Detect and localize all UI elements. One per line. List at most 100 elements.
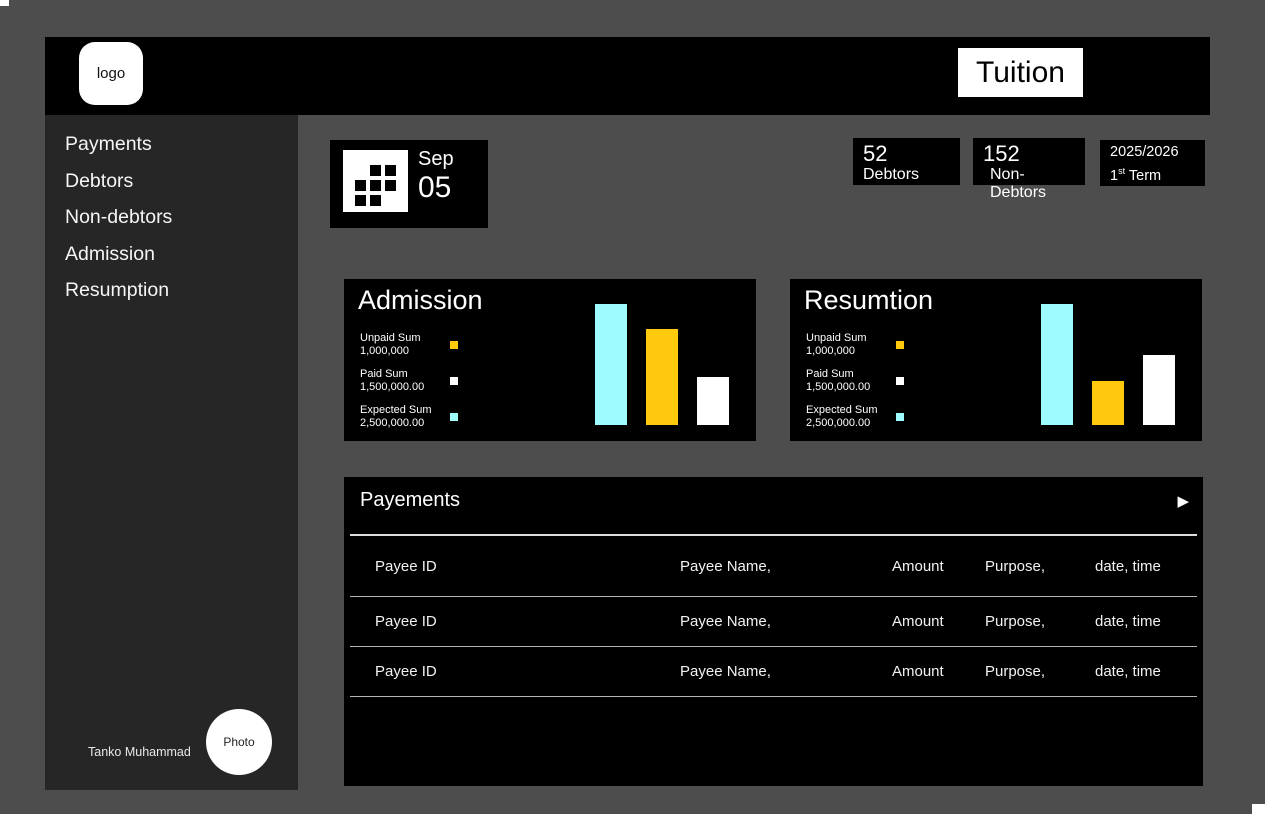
table-cell: Purpose, (985, 557, 1046, 575)
legend-text: Expected Sum 2,500,000.00 (360, 404, 440, 430)
sidebar-item-non-debtors[interactable]: Non-debtors (65, 206, 173, 228)
stat-non-debtors-label: Non-Debtors (990, 166, 1047, 201)
stat-term-ordinal: 1 (1110, 167, 1119, 184)
legend-value: 1,500,000.00 (360, 381, 425, 393)
sidebar-item-admission[interactable]: Admission (65, 242, 155, 265)
calendar-icon (343, 150, 408, 212)
page-corner-artifact (1252, 804, 1265, 814)
payments-rows: Payee ID Payee Name, Amount Purpose, date, t… (350, 534, 1197, 697)
table-cell: date, time (1095, 557, 1161, 575)
bar-paid-sum (697, 377, 729, 425)
table-cell: Amount (892, 663, 944, 680)
legend-swatch-expected-sum-icon (450, 413, 458, 421)
legend-value: 2,500,000.00 (806, 417, 871, 429)
chart-title: Resumtion (804, 285, 934, 315)
expand-arrow-icon[interactable]: ▶ (1177, 493, 1189, 510)
stat-term[interactable]: 2025/2026 1st Term (1100, 140, 1205, 186)
legend-swatch-paid-sum-icon (450, 377, 458, 385)
legend-swatch-expected-sum-icon (896, 413, 904, 421)
table-cell: date, time (1095, 663, 1161, 680)
table-row[interactable]: Payee ID Payee Name, Amount Purpose, date, t… (350, 536, 1197, 597)
table-cell: Payee Name, (680, 663, 771, 680)
legend-label: Unpaid Sum (806, 332, 867, 344)
bar-expected-sum (1041, 304, 1073, 425)
sidebar-item-payments[interactable]: Payments (65, 133, 152, 155)
chart-legend: Unpaid Sum 1,000,000 Paid Sum 1,500,000.00 E… (360, 332, 458, 440)
table-cell: date, time (1095, 613, 1161, 630)
date-day: 05 (418, 171, 452, 204)
chart-bars (1041, 304, 1175, 425)
sidebar-item-resumption[interactable]: Resumption (65, 279, 170, 301)
table-row[interactable]: Payee ID Payee Name, Amount Purpose, date, t… (350, 597, 1197, 647)
legend-item-paid-sum: Paid Sum 1,500,000.00 (360, 368, 458, 394)
legend-text: Expected Sum 2,500,000.00 (806, 404, 886, 430)
legend-value: 1,000,000 (360, 345, 409, 357)
table-row[interactable]: Payee ID Payee Name, Amount Purpose, date, t… (350, 647, 1197, 697)
legend-text: Paid Sum 1,500,000.00 (806, 368, 886, 394)
resumtion-chart-panel: Resumtion Unpaid Sum 1,000,000 Paid Sum 1,5… (790, 279, 1202, 441)
bar-paid-sum (1143, 355, 1175, 425)
table-cell: Payee ID (375, 613, 437, 630)
bar-expected-sum (595, 304, 627, 425)
table-cell: Payee ID (375, 663, 437, 680)
legend-label: Paid Sum (360, 368, 408, 380)
stat-debtors-value: 52 (863, 141, 888, 166)
table-cell: Payee Name, (680, 557, 771, 575)
sidebar: Payments Debtors Non-debtors Admission Resum… (45, 115, 298, 790)
calendar-grid (355, 165, 396, 206)
legend-text: Paid Sum 1,500,000.00 (360, 368, 440, 394)
date-widget[interactable]: Sep 05 (330, 140, 488, 228)
avatar-placeholder-label: Photo (223, 735, 255, 749)
chart-title: Admission (358, 285, 483, 315)
page-corner-artifact (0, 0, 9, 6)
stat-non-debtors-value: 152 (983, 141, 1020, 166)
legend-value: 2,500,000.00 (360, 417, 425, 429)
legend-swatch-unpaid-sum-icon (896, 341, 904, 349)
legend-swatch-paid-sum-icon (896, 377, 904, 385)
logo[interactable]: logo (79, 42, 143, 105)
avatar[interactable]: Photo (206, 709, 272, 775)
stat-debtors[interactable]: 52 Debtors (853, 138, 960, 185)
legend-label: Expected Sum (806, 404, 878, 416)
table-cell: Amount (892, 613, 944, 630)
app-title: Tuition (976, 55, 1065, 89)
user-name: Tanko Muhammad (88, 745, 191, 759)
payments-panel: Payements ▶ Payee ID Payee Name, Amount Pur… (344, 477, 1203, 786)
sidebar-item-debtors[interactable]: Debtors (65, 169, 134, 192)
chart-bars (595, 304, 729, 425)
legend-label: Expected Sum (360, 404, 432, 416)
table-cell: Payee Name, (680, 613, 771, 630)
stat-term-word: Term (1128, 167, 1162, 184)
legend-item-expected-sum: Expected Sum 2,500,000.00 (806, 404, 904, 430)
chart-legend: Unpaid Sum 1,000,000 Paid Sum 1,500,000.00 E… (806, 332, 904, 440)
top-bar: logo Tuition (45, 37, 1210, 115)
legend-item-unpaid-sum: Unpaid Sum 1,000,000 (806, 332, 904, 358)
legend-item-expected-sum: Expected Sum 2,500,000.00 (360, 404, 458, 430)
date-month: Sep (418, 148, 454, 170)
table-cell: Amount (892, 557, 944, 575)
legend-item-unpaid-sum: Unpaid Sum 1,000,000 (360, 332, 458, 358)
legend-swatch-unpaid-sum-icon (450, 341, 458, 349)
stat-debtors-label: Debtors (863, 166, 920, 183)
stat-term-ordinal-suffix: st (1118, 166, 1126, 176)
bar-unpaid-sum (1092, 381, 1124, 425)
table-cell: Purpose, (985, 613, 1046, 630)
stat-term-session: 2025/2026 (1110, 144, 1179, 160)
stat-term-line: 1st Term (1110, 162, 1195, 186)
payments-title: Payements (360, 489, 461, 511)
table-cell: Purpose, (985, 663, 1046, 680)
legend-text: Unpaid Sum 1,000,000 (806, 332, 886, 358)
bar-unpaid-sum (646, 329, 678, 425)
legend-value: 1,500,000.00 (806, 381, 871, 393)
legend-item-paid-sum: Paid Sum 1,500,000.00 (806, 368, 904, 394)
app-title-badge: Tuition (958, 48, 1083, 97)
table-cell: Payee ID (375, 557, 437, 575)
sidebar-nav: Payments Debtors Non-debtors Admission Resum… (45, 115, 298, 309)
stat-non-debtors[interactable]: 152 Non-Debtors (973, 138, 1085, 201)
logo-text: logo (96, 65, 126, 82)
legend-text: Unpaid Sum 1,000,000 (360, 332, 440, 358)
legend-value: 1,000,000 (806, 345, 855, 357)
admission-chart-panel: Admission Unpaid Sum 1,000,000 Paid Sum 1,5… (344, 279, 756, 441)
legend-label: Unpaid Sum (360, 332, 421, 344)
